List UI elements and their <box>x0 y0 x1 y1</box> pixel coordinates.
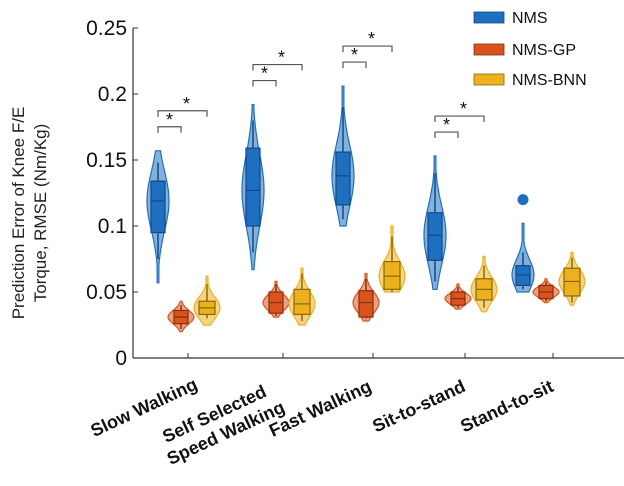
NMS-violin <box>423 155 447 290</box>
y-axis-label-line-2: Torque, RMSE (Nm/Kg) <box>31 124 50 303</box>
y-tick-label: 0 <box>115 347 127 370</box>
NMS-violin <box>331 85 355 227</box>
y-tick-label: 0.25 <box>86 17 127 40</box>
NMS-BNN-box <box>563 267 581 297</box>
NMS-BNN-box <box>383 261 401 290</box>
x-tick-label-line: Stand-to-sit <box>457 376 556 436</box>
x-tick-label-line: Sit-to-stand <box>369 376 468 436</box>
NMS-BNN-violin <box>378 225 406 293</box>
NMS-BNN-violin <box>288 267 316 326</box>
y-tick-label: 0.1 <box>98 215 127 238</box>
y-axis-label-line-1: Prediction Error of Knee F/E <box>9 107 28 320</box>
NMS-GP-box <box>358 290 374 318</box>
sig-star: * <box>261 64 268 84</box>
legend: NMS NMS-GP NMS-BNN <box>473 10 587 89</box>
legend-label: NMS-BNN <box>512 72 587 89</box>
NMS-violin <box>146 150 170 284</box>
sig-bracket <box>157 126 182 133</box>
sig-star: * <box>443 115 450 135</box>
sig-star: * <box>278 48 285 68</box>
legend-label: NMS-GP <box>512 42 576 59</box>
NMS-violin <box>511 194 535 293</box>
NMS-BNN-violin <box>558 251 586 306</box>
x-tick-label: Stand-to-sit <box>457 376 556 436</box>
NMS-BNN-box <box>293 288 311 316</box>
sig-star: * <box>351 45 358 65</box>
NMS-box <box>335 151 351 206</box>
sig-bracket <box>252 63 303 71</box>
y-axis: 0 0.05 0.1 0.15 0.2 0.25 <box>86 17 138 370</box>
NMS-violin <box>241 104 265 271</box>
legend-swatch <box>473 43 505 56</box>
legend-label: NMS <box>512 10 548 27</box>
sig-bracket <box>434 131 459 139</box>
NMS-BNN-violin <box>193 275 221 326</box>
NMS-box <box>515 265 531 287</box>
violins <box>146 85 586 333</box>
NMS-GP-violin <box>532 278 560 304</box>
NMS-outlier <box>517 194 529 206</box>
sig-star: * <box>166 110 173 130</box>
sig-star: * <box>460 99 467 119</box>
sig-bracket <box>157 110 208 117</box>
y-tick-label: 0.05 <box>86 281 127 304</box>
NMS-box <box>245 147 261 227</box>
NMS-box <box>150 180 166 234</box>
sig-star: * <box>368 29 375 49</box>
sig-bracket <box>252 79 277 87</box>
legend-swatch <box>473 73 505 86</box>
sig-bracket <box>342 61 367 69</box>
significance-brackets: * * * * * * * * <box>157 29 485 139</box>
NMS-GP-violin <box>352 272 380 322</box>
sig-bracket <box>342 45 393 53</box>
y-tick-label: 0.2 <box>98 83 127 106</box>
y-tick-label: 0.15 <box>86 149 127 172</box>
NMS-GP-violin <box>444 283 472 310</box>
NMS-BNN-violin <box>470 255 498 313</box>
sig-bracket <box>434 115 485 123</box>
legend-swatch <box>473 11 505 24</box>
NMS-box <box>427 212 443 261</box>
NMS-GP-violin <box>167 300 195 333</box>
sig-star: * <box>183 94 190 114</box>
x-tick-label: Sit-to-stand <box>369 376 468 436</box>
NMS-GP-violin <box>262 280 290 318</box>
